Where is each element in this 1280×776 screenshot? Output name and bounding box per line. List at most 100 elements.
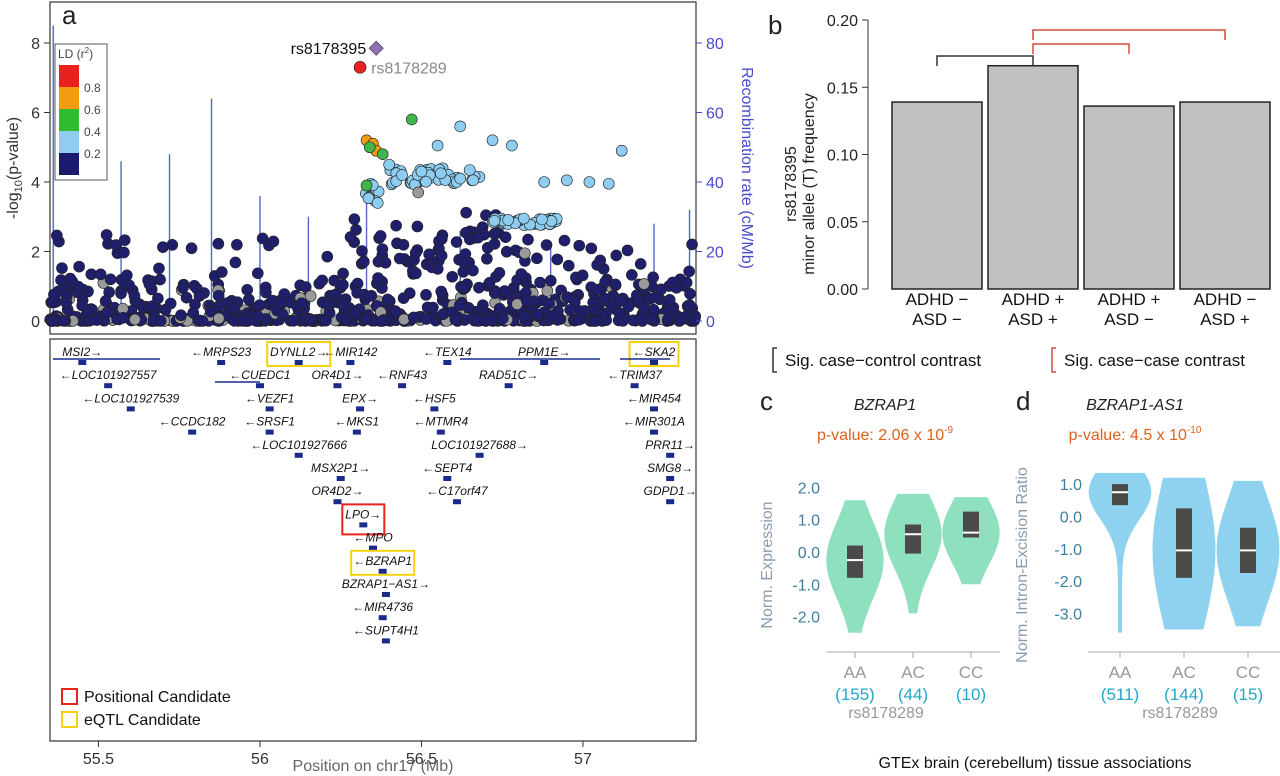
b-legend: Sig. case−control contrast Sig. case−cas… xyxy=(772,347,1245,373)
ld-snp-point xyxy=(486,134,499,147)
gene-body xyxy=(666,476,675,481)
ld-bin-swatch xyxy=(59,109,79,131)
gene-body xyxy=(381,638,390,644)
snp-point xyxy=(376,243,389,255)
ld-snp-point xyxy=(363,141,376,154)
gene-c17orf47: ←C17orf47 xyxy=(426,484,489,505)
snp-point xyxy=(645,312,658,325)
gene-label: ←SUPT4H1 xyxy=(353,623,419,637)
snp-point xyxy=(632,293,644,306)
right-y-axis-ticks: 0 20 40 60 80 xyxy=(696,36,724,331)
gene-body xyxy=(666,499,675,505)
snp-point xyxy=(321,250,334,263)
violin-y-tick-label: 1.0 xyxy=(1060,477,1082,494)
violin-count-label: (44) xyxy=(898,685,928,704)
snp-point xyxy=(376,315,389,327)
snp-point xyxy=(99,295,112,307)
violin-count-label: (155) xyxy=(835,685,875,704)
violin-y-tick-label: 2.0 xyxy=(798,480,820,497)
snp-point xyxy=(666,276,679,289)
snp-point xyxy=(551,253,564,266)
snp-point xyxy=(511,298,523,310)
violin-count-label: (144) xyxy=(1164,685,1204,704)
gene-or4d2: OR4D2→ xyxy=(311,484,363,505)
gene-loc101927557: ←LOC101927557 xyxy=(60,368,158,389)
gene-body xyxy=(398,383,407,389)
second-snp-marker xyxy=(353,61,367,74)
snp-point xyxy=(663,294,676,306)
gene-label: GDPD1→ xyxy=(643,484,696,498)
gene-body xyxy=(265,406,274,412)
ld-snp-point xyxy=(602,177,615,190)
snp-point xyxy=(463,164,476,176)
snp-point xyxy=(121,269,133,282)
violin-category-label: CC xyxy=(1236,663,1261,682)
snp-point xyxy=(488,215,501,227)
violin-y-tick-label: -3.0 xyxy=(1054,606,1082,623)
snp-point xyxy=(143,278,156,290)
gene-label: ←MRPS23 xyxy=(191,345,251,359)
snp-point xyxy=(689,312,701,325)
gene-body xyxy=(452,499,461,505)
ld-snp-point xyxy=(506,139,518,152)
gene-mks1: ←MKS1 xyxy=(335,415,379,435)
ld-bin-label: 0.4 xyxy=(84,125,101,139)
gene-label: SMG8→ xyxy=(647,461,693,475)
ld-snp-point xyxy=(560,174,573,187)
gene-label: ←SEPT4 xyxy=(422,461,472,475)
panel-label-b: b xyxy=(768,10,782,40)
violin-y-tick-label: -1.0 xyxy=(1054,542,1082,559)
snp-point xyxy=(115,287,127,300)
gene-cuedc1: ←CUEDC1 xyxy=(229,368,291,389)
snp-point xyxy=(437,308,449,321)
ld-snp-point xyxy=(376,148,389,160)
snp-point xyxy=(674,314,686,327)
b-y-title-line2: minor allele (T) frequency xyxy=(801,93,818,274)
violin-iqr-box xyxy=(963,511,979,538)
lead-snp-marker xyxy=(368,40,384,56)
snp-point xyxy=(100,229,113,241)
y-tick-label: 8 xyxy=(31,36,40,53)
snp-point xyxy=(276,297,288,309)
snp-point xyxy=(502,214,514,226)
d-pvalue: p-value: 4.5 x 10-10 xyxy=(1069,425,1202,444)
gene-prr11: PRR11→ xyxy=(645,438,695,458)
snp-point xyxy=(212,289,225,302)
snp-point xyxy=(427,301,439,314)
snp-point xyxy=(423,248,435,261)
violin-category-label: AC xyxy=(901,663,925,682)
snp-point xyxy=(460,206,472,219)
snp-point xyxy=(472,231,484,244)
ld-snp-point xyxy=(538,176,550,188)
snp-point xyxy=(626,269,638,281)
gene-loc101927539: ←LOC101927539 xyxy=(82,391,179,412)
right-y-axis-title: Recombination rate (cM/Mb) xyxy=(738,67,755,269)
snp-point xyxy=(252,267,264,280)
gene-body xyxy=(294,452,303,458)
snp-point xyxy=(177,282,189,294)
gene-body xyxy=(265,429,274,435)
snp-point xyxy=(389,305,402,318)
snp-point xyxy=(360,313,373,325)
x-tick-label: 56 xyxy=(251,751,269,768)
snp-point xyxy=(680,276,693,289)
snp-point xyxy=(152,292,164,305)
snp-point xyxy=(531,309,544,321)
contrast-bracket xyxy=(1032,43,1130,54)
gene-bzrap1as1: BZRAP1−AS1→ xyxy=(342,577,430,597)
gene-body xyxy=(650,360,659,365)
gene-vezf1: ←VEZF1 xyxy=(245,391,294,412)
snp-point xyxy=(349,307,361,320)
snp-point xyxy=(60,296,73,309)
panel-a: 0 2 4 6 8 0 20 40 60 80 a -log10(p-value) Recomb… xyxy=(5,0,755,775)
eqtl-candidate-box xyxy=(350,549,416,576)
snp-point xyxy=(531,252,543,265)
gene-legend: Positional Candidate eQTL Candidate xyxy=(61,688,231,729)
snp-point xyxy=(153,262,165,275)
b-bar xyxy=(891,101,983,290)
snp-point xyxy=(545,274,557,287)
gene-label: ←CUEDC1 xyxy=(229,368,290,382)
snp-point xyxy=(609,278,622,291)
snp-point xyxy=(454,299,466,311)
ld-snp-point xyxy=(454,120,467,133)
